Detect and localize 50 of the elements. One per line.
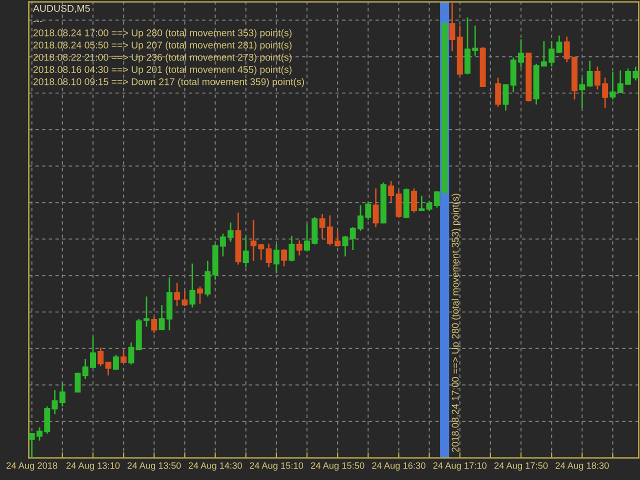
candlestick — [579, 76, 586, 109]
x-tick-label: 24 Aug 15:10 — [250, 462, 304, 471]
candlestick — [266, 242, 272, 268]
candlestick — [197, 286, 203, 304]
candlestick — [610, 70, 616, 100]
x-tick-label: 24 Aug 17:50 — [494, 462, 548, 471]
x-tick-label: 24 Aug 13:50 — [128, 462, 181, 471]
candlestick — [74, 372, 81, 393]
x-tick-label: 24 Aug 15:50 — [311, 462, 364, 471]
chart-title: AUDUSD,M5 — [32, 4, 90, 13]
candlestick — [235, 212, 242, 266]
candlestick — [128, 342, 134, 366]
candlestick — [502, 83, 509, 112]
candlestick — [380, 182, 386, 224]
x-tick-label: 24 Aug 16:30 — [372, 462, 426, 471]
candlestick — [526, 52, 532, 102]
candlestick — [411, 188, 417, 214]
candlestick — [403, 188, 410, 219]
candlestick — [105, 361, 112, 376]
candlestick — [296, 240, 302, 256]
candlestick — [456, 24, 463, 76]
candlestick — [204, 260, 211, 298]
annotation: --- — [33, 21, 42, 22]
ref-line-label: 2018.08.24 17:00 ==> Up 280 (total movement 353) point(s) — [452, 194, 461, 452]
annotation: 2018.08.24 05:50 ==> Up 207 (total movement 281) point(s) — [33, 41, 292, 50]
x-tick-label: 24 Aug 2018 — [6, 462, 58, 471]
candlestick — [273, 244, 280, 274]
candlestick — [342, 235, 348, 258]
candlestick — [281, 248, 288, 268]
annotation: 2018.08.16 04:30 ==> Up 201 (total movement 455) point(s) — [33, 66, 292, 75]
annotation: 2018.08.24 17:00 ==> Up 280 (total movement 353) point(s) — [33, 29, 292, 38]
candlestick — [98, 346, 104, 367]
x-tick-label: 24 Aug 14:30 — [188, 462, 242, 471]
candlestick — [495, 76, 502, 108]
candlestick — [151, 316, 158, 334]
candlestick — [288, 235, 295, 262]
candlestick — [112, 354, 119, 371]
candlestick — [242, 234, 249, 268]
annotation: 2018.08.22 21:00 ==> Up 236 (total movement 273) point(s) — [33, 54, 292, 63]
candlestick — [120, 349, 127, 364]
candlestick — [189, 262, 196, 308]
candlestick — [586, 60, 593, 88]
x-tick-label: 24 Aug 17:10 — [433, 462, 487, 471]
x-tick-label: 24 Aug 18:30 — [556, 462, 609, 471]
annotation: 2018.08.10 09:15 ==> Down 217 (total movement 359) point(s) — [33, 78, 304, 88]
candlestick — [449, 2, 456, 52]
candlestick — [480, 46, 486, 88]
x-tick-label: 24 Aug 13:10 — [66, 462, 120, 471]
candlestick — [418, 195, 425, 212]
candlestick — [372, 188, 379, 228]
